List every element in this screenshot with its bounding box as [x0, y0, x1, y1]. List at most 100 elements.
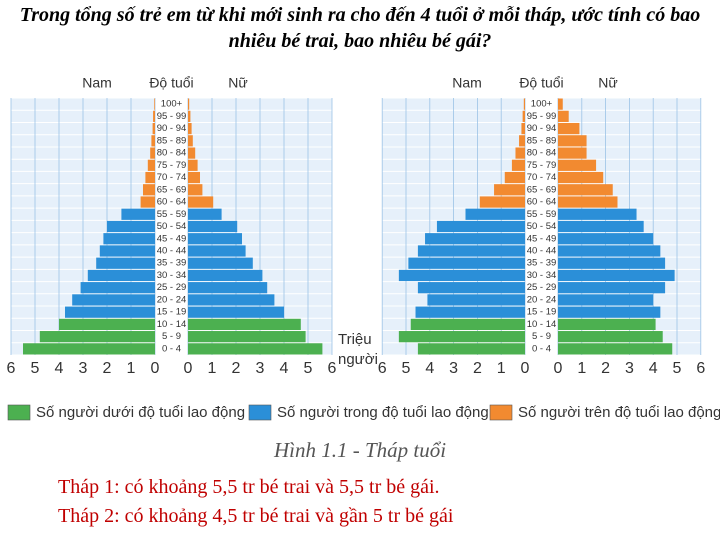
- bar: [103, 233, 155, 245]
- age-label: 85 - 89: [157, 135, 187, 146]
- x-tick-label: 6: [7, 360, 16, 377]
- age-label: 65 - 69: [157, 184, 187, 195]
- age-label: 0 - 4: [532, 343, 551, 354]
- age-label: 60 - 64: [157, 197, 187, 208]
- bar: [72, 294, 155, 306]
- bar: [417, 282, 525, 294]
- age-label: 70 - 74: [157, 172, 187, 183]
- bar: [410, 318, 525, 331]
- female-label: Nữ: [598, 75, 617, 91]
- age-label: 100+: [531, 99, 553, 110]
- x-tick-label: 4: [425, 360, 434, 377]
- answer: Tháp 1: có khoảng 5,5 tr bé trai và 5,5 …: [58, 476, 440, 498]
- x-tick-label: 2: [473, 360, 482, 377]
- age-label: 10 - 14: [527, 319, 557, 330]
- bar: [188, 147, 196, 159]
- bar: [417, 343, 525, 355]
- bar: [408, 257, 525, 269]
- legend-label: Số người trong độ tuổi lao động: [277, 404, 489, 421]
- age-label: 15 - 19: [157, 307, 187, 318]
- age-label: 15 - 19: [527, 307, 557, 318]
- bar: [398, 269, 525, 282]
- legend-swatch: [489, 404, 513, 421]
- bar: [154, 98, 155, 110]
- x-tick-label: 0: [151, 360, 160, 377]
- bar: [558, 257, 666, 269]
- age-label: 45 - 49: [157, 233, 187, 244]
- bar: [558, 306, 661, 318]
- x-tick-label: 1: [577, 360, 586, 377]
- bar: [427, 294, 525, 306]
- bar: [188, 220, 238, 233]
- x-tick-label: 2: [601, 360, 610, 377]
- x-tick-label: 3: [449, 360, 458, 377]
- bar: [99, 245, 155, 257]
- bar: [188, 135, 193, 147]
- bar: [152, 122, 155, 135]
- x-tick-label: 2: [103, 360, 112, 377]
- age-label: 65 - 69: [527, 184, 557, 195]
- age-label: 55 - 59: [527, 209, 557, 220]
- x-tick-label: 5: [31, 360, 40, 377]
- bar: [188, 98, 190, 110]
- age-label: 40 - 44: [157, 245, 187, 256]
- female-label: Nữ: [228, 75, 247, 91]
- bar: [522, 110, 525, 122]
- age-label: 20 - 24: [157, 294, 187, 305]
- bar: [465, 208, 525, 220]
- age-label: 55 - 59: [157, 209, 187, 220]
- bar: [558, 208, 637, 220]
- bar: [519, 135, 525, 147]
- bar: [558, 318, 656, 331]
- age-label: 90 - 94: [527, 123, 557, 134]
- bar: [188, 110, 191, 122]
- age-label: 95 - 99: [527, 111, 557, 122]
- age-label: 75 - 79: [527, 160, 557, 171]
- age-label: 25 - 29: [527, 282, 557, 293]
- legend-swatch: [248, 404, 272, 421]
- x-tick-label: 0: [184, 360, 193, 377]
- bar: [558, 147, 587, 159]
- bar: [121, 208, 155, 220]
- bar: [80, 282, 155, 294]
- age-label: 20 - 24: [527, 294, 557, 305]
- age-label: 30 - 34: [527, 270, 557, 281]
- age-label: 85 - 89: [527, 135, 557, 146]
- bar: [188, 245, 246, 257]
- male-label: Nam: [452, 75, 482, 91]
- x-tick-label: 3: [79, 360, 88, 377]
- age-label: 30 - 34: [157, 270, 187, 281]
- caption: Hình 1.1 - Tháp tuổi: [273, 438, 447, 462]
- title: Trong tổng số trẻ em từ khi mới sinh ra …: [19, 4, 701, 52]
- x-tick-label: 3: [625, 360, 634, 377]
- bar: [59, 318, 155, 331]
- age-label: 60 - 64: [527, 197, 557, 208]
- bar: [558, 196, 618, 208]
- bar: [558, 282, 666, 294]
- x-tick-label: 4: [280, 360, 289, 377]
- age-label: 90 - 94: [157, 123, 187, 134]
- x-tick-label: 1: [208, 360, 217, 377]
- age-label: 70 - 74: [527, 172, 557, 183]
- bar: [151, 135, 155, 147]
- x-tick-label: 0: [521, 360, 530, 377]
- legend-label: Số người dưới độ tuổi lao động: [36, 404, 245, 421]
- bar: [23, 343, 155, 355]
- bar: [558, 343, 673, 355]
- age-label: 10 - 14: [157, 319, 187, 330]
- bar: [188, 171, 200, 184]
- bar: [147, 159, 155, 171]
- bar: [515, 147, 525, 159]
- bar: [188, 159, 198, 171]
- bar: [417, 245, 525, 257]
- bar: [87, 269, 155, 282]
- age-label: 35 - 39: [527, 258, 557, 269]
- bar: [415, 306, 525, 318]
- age-label: 50 - 54: [157, 221, 187, 232]
- bar: [145, 171, 155, 184]
- bar: [188, 318, 301, 331]
- bar: [511, 159, 525, 171]
- bar: [143, 184, 155, 196]
